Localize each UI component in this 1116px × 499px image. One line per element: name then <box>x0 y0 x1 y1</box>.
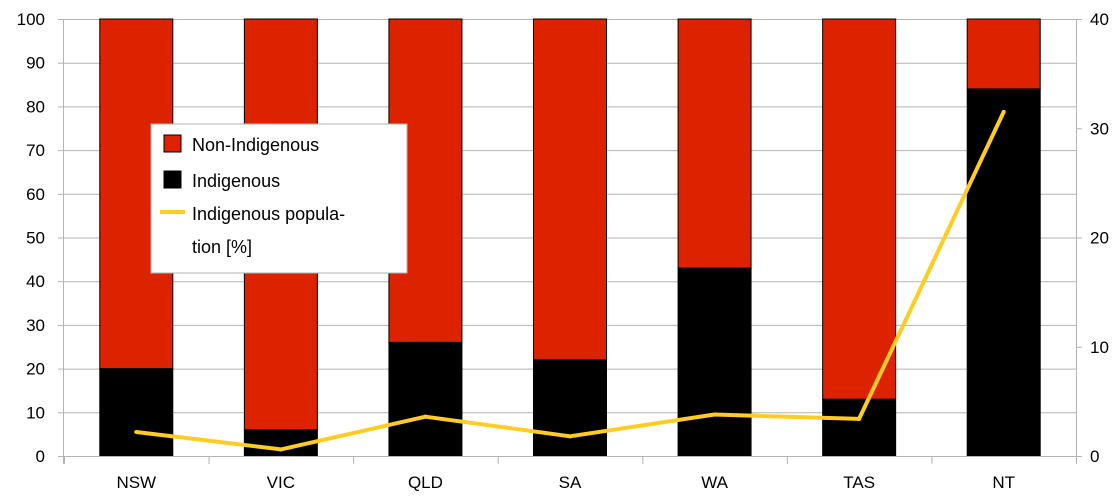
left-tick-label-40: 40 <box>26 272 45 291</box>
line-point-nt <box>1001 109 1006 114</box>
bar-wa-indigenous <box>677 267 752 457</box>
right-tick-label-0: 0 <box>1090 447 1099 466</box>
line-point-qld <box>423 414 428 419</box>
left-tick-label-80: 80 <box>26 97 45 116</box>
line-point-sa <box>568 434 572 439</box>
legend: Non-Indigenous Indigenous Indigenous pop… <box>150 123 408 274</box>
bar-sa-indigenous <box>533 359 607 457</box>
left-tick-label-90: 90 <box>26 54 45 73</box>
axes <box>63 19 1077 464</box>
legend-label-indigenous: Indigenous <box>192 171 280 191</box>
line-point-tas <box>857 416 862 421</box>
left-tick-label-50: 50 <box>26 229 45 248</box>
indigenous-population-line <box>134 109 1006 452</box>
left-tick-label-10: 10 <box>26 403 45 422</box>
right-tick-label-30: 30 <box>1090 119 1109 138</box>
x-tick-label-wa: WA <box>701 473 728 492</box>
left-tick-label-0: 0 <box>36 447 45 466</box>
legend-swatch-indigenous <box>163 170 182 189</box>
line-point-wa <box>712 412 717 417</box>
x-tick-label-nsw: NSW <box>116 473 156 492</box>
right-tick-label-20: 20 <box>1090 229 1109 248</box>
right-axis-ticks: 0 10 20 30 40 <box>1076 10 1109 466</box>
right-tick-label-40: 40 <box>1090 10 1109 29</box>
x-tick-label-tas: TAS <box>843 473 875 492</box>
left-tick-label-20: 20 <box>26 360 45 379</box>
bar-qld-indigenous <box>388 341 463 457</box>
bar-nsw-indigenous <box>99 368 174 457</box>
legend-label-non-indigenous: Non-Indigenous <box>192 135 319 155</box>
legend-label-population-1: Indigenous popula- <box>192 204 345 224</box>
bar-tas-non-indigenous <box>822 18 897 400</box>
left-tick-label-30: 30 <box>26 316 45 335</box>
legend-label-population-2: tion [%] <box>192 237 252 257</box>
x-axis-ticks: NSW VIC QLD SA WA TAS NT <box>64 456 1077 492</box>
left-tick-label-100: 100 <box>17 10 45 29</box>
bar-nt-indigenous <box>966 88 1041 457</box>
x-tick-label-vic: VIC <box>267 473 295 492</box>
left-tick-label-70: 70 <box>26 141 45 160</box>
right-tick-label-10: 10 <box>1090 338 1109 357</box>
line-point-vic <box>278 447 283 452</box>
bar-tas-indigenous <box>822 398 897 457</box>
line-point-nsw <box>134 429 139 434</box>
bar-wa-non-indigenous <box>677 18 752 269</box>
left-axis-ticks: 0 10 20 30 40 50 60 70 80 90 100 <box>17 10 64 466</box>
legend-swatch-non-indigenous <box>163 134 182 153</box>
left-tick-label-60: 60 <box>26 185 45 204</box>
x-tick-label-sa: SA <box>559 473 582 492</box>
x-tick-label-qld: QLD <box>408 473 443 492</box>
legend-box <box>150 123 408 274</box>
bar-nt-non-indigenous <box>966 18 1041 90</box>
bar-sa-non-indigenous <box>533 18 607 361</box>
x-tick-label-nt: NT <box>992 473 1015 492</box>
